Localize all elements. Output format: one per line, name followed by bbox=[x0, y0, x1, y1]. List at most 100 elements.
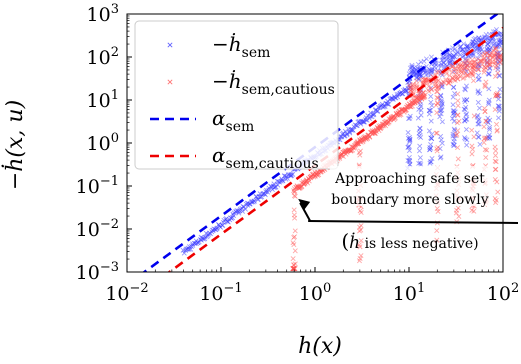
scatter-point bbox=[487, 53, 493, 59]
scatter-point bbox=[482, 147, 488, 153]
scatter-point bbox=[443, 61, 449, 67]
scatter-point bbox=[434, 228, 440, 234]
scatter-point bbox=[475, 88, 481, 94]
scatter-point bbox=[443, 77, 449, 83]
scatter-point bbox=[479, 52, 485, 58]
scatter-point bbox=[493, 200, 499, 206]
scatter-point bbox=[474, 130, 480, 136]
scatter-point bbox=[440, 54, 446, 60]
scatter-point bbox=[455, 128, 461, 134]
scatter-point bbox=[470, 65, 476, 71]
scatter-point bbox=[438, 61, 444, 67]
scatter-point bbox=[477, 58, 483, 64]
scatter-point bbox=[494, 179, 500, 185]
scatter-point bbox=[429, 86, 435, 92]
scatter-point bbox=[486, 101, 492, 107]
scatter-point bbox=[440, 56, 446, 63]
scatter-point bbox=[450, 75, 456, 81]
scatter-point bbox=[438, 111, 444, 117]
scatter-point bbox=[358, 253, 364, 259]
x-tick-label: 10−1 bbox=[199, 281, 242, 305]
scatter-point bbox=[493, 148, 499, 154]
scatter-point bbox=[439, 119, 445, 125]
scatter-point bbox=[292, 248, 298, 254]
scatter-point bbox=[464, 65, 470, 71]
scatter-point bbox=[451, 139, 457, 145]
scatter-point bbox=[485, 50, 491, 56]
scatter-point bbox=[450, 94, 456, 100]
scatter-point bbox=[475, 99, 481, 105]
scatter-point bbox=[291, 234, 297, 240]
scatter-point bbox=[464, 73, 470, 79]
scatter-point bbox=[432, 64, 438, 70]
scatter-point bbox=[481, 69, 487, 75]
scatter-point bbox=[457, 64, 463, 70]
scatter-point bbox=[408, 87, 414, 93]
scatter-point bbox=[455, 103, 461, 109]
scatter-point bbox=[455, 68, 462, 74]
scatter-point bbox=[464, 116, 470, 122]
scatter-point bbox=[487, 59, 493, 65]
scatter-point bbox=[484, 60, 490, 66]
scatter-point bbox=[469, 207, 475, 213]
scatter-point bbox=[422, 76, 428, 82]
scatter-point bbox=[471, 134, 477, 140]
scatter-point bbox=[475, 64, 481, 70]
y-tick-label: 100 bbox=[87, 131, 119, 155]
scatter-point bbox=[499, 46, 503, 52]
scatter-point bbox=[407, 84, 413, 90]
scatter-point bbox=[460, 75, 466, 81]
scatter-point bbox=[451, 143, 457, 149]
scatter-point bbox=[480, 49, 486, 55]
scatter-point bbox=[458, 68, 464, 74]
scatter-point bbox=[470, 51, 476, 57]
scatter-point bbox=[486, 62, 492, 68]
scatter-point bbox=[478, 58, 484, 64]
scatter-point bbox=[462, 64, 468, 70]
scatter-point bbox=[411, 86, 417, 92]
scatter-point bbox=[484, 59, 490, 65]
scatter-point bbox=[497, 60, 503, 66]
scatter-point bbox=[397, 111, 403, 117]
scatter-point bbox=[416, 90, 422, 96]
scatter-point bbox=[423, 77, 429, 83]
scatter-point bbox=[407, 137, 413, 144]
legend-label-2: αsem bbox=[212, 106, 254, 135]
scatter-point bbox=[454, 63, 461, 69]
scatter-point bbox=[435, 77, 441, 83]
scatter-point bbox=[476, 134, 482, 140]
scatter-point bbox=[412, 95, 418, 101]
scatter-point bbox=[486, 61, 492, 67]
scatter-point bbox=[448, 58, 454, 64]
scatter-point bbox=[474, 114, 480, 120]
scatter-point bbox=[358, 223, 364, 229]
scatter-point bbox=[497, 86, 503, 92]
scatter-point bbox=[407, 157, 413, 163]
scatter-point bbox=[409, 62, 415, 68]
scatter-point bbox=[471, 36, 477, 42]
scatter-point bbox=[492, 46, 498, 52]
scatter-point bbox=[493, 43, 499, 50]
scatter-point bbox=[410, 68, 416, 74]
scatter-point bbox=[385, 101, 391, 107]
scatter-point bbox=[429, 68, 435, 74]
y-tick-label: 10−2 bbox=[76, 217, 119, 241]
scatter-point bbox=[437, 155, 443, 161]
scatter-point bbox=[497, 54, 503, 60]
scatter-point bbox=[357, 148, 363, 154]
scatter-point bbox=[458, 67, 464, 73]
scatter-point bbox=[471, 60, 477, 66]
scatter-point bbox=[439, 140, 445, 146]
scatter-point bbox=[479, 35, 485, 41]
scatter-point bbox=[483, 118, 489, 124]
scatter-point bbox=[450, 45, 456, 51]
scatter-point bbox=[408, 85, 414, 91]
scatter-point bbox=[456, 213, 462, 219]
scatter-point bbox=[474, 61, 480, 67]
scatter-point bbox=[450, 102, 456, 108]
scatter-point bbox=[292, 188, 298, 194]
scatter-point bbox=[496, 58, 502, 65]
scatter-point bbox=[462, 66, 468, 72]
scatter-point bbox=[476, 61, 482, 67]
